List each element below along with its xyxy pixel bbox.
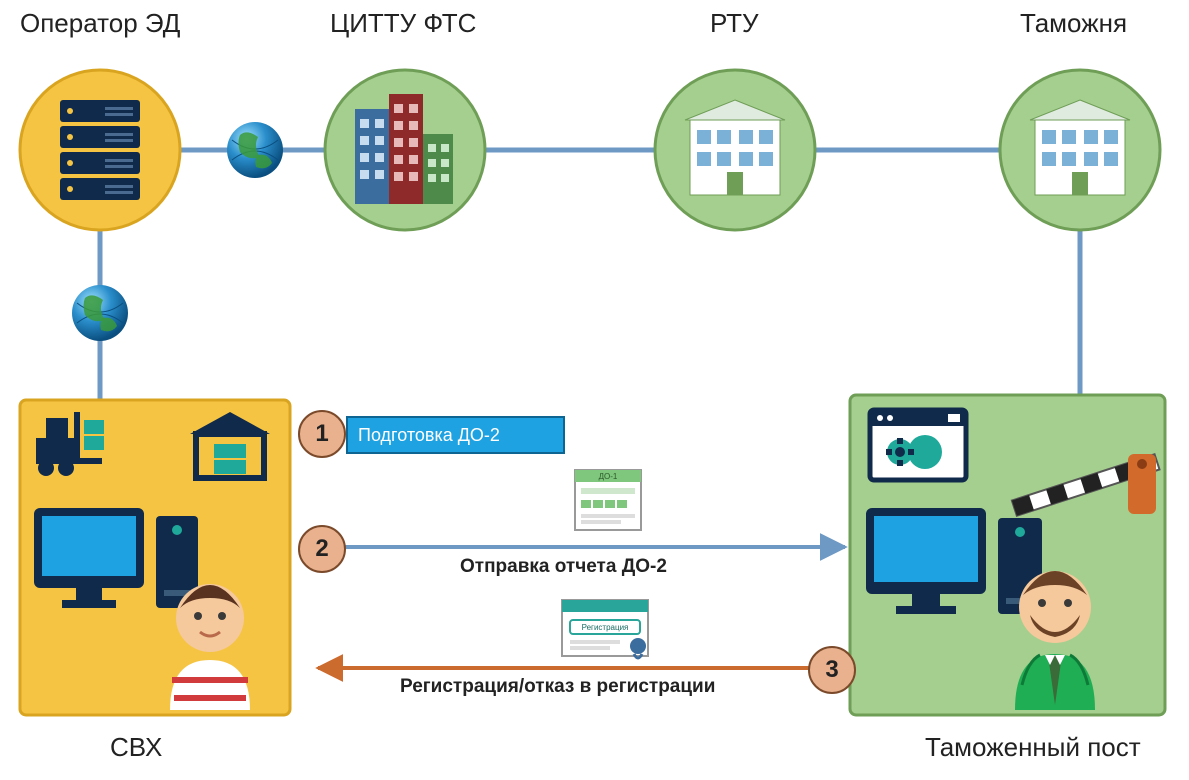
forklift-icon (36, 412, 104, 476)
svg-text:Регистрация: Регистрация (582, 623, 629, 632)
step-1-box-label: Подготовка ДО-2 (358, 425, 500, 446)
post-contents (866, 410, 1159, 710)
node-operator (20, 70, 180, 230)
step-2-badge: 2 (298, 525, 346, 573)
document-do1-icon: ДО-1 (575, 470, 641, 530)
panel-svh (20, 400, 290, 715)
flow-label-send: Отправка отчета ДО-2 (460, 556, 667, 578)
institution-icon-customs (1030, 100, 1130, 195)
globe-icon-2 (72, 285, 128, 341)
label-rtu: РТУ (710, 8, 759, 39)
step-3-badge: 3 (808, 646, 856, 694)
app-window-icon (870, 410, 966, 480)
office-building-icon (355, 94, 453, 204)
node-customs (1000, 70, 1160, 230)
globe-icon-1 (227, 122, 283, 178)
label-operator: Оператор ЭД (20, 8, 180, 39)
user-icon (170, 584, 250, 714)
svg-text:ДО-1: ДО-1 (599, 472, 618, 481)
panel-post (850, 395, 1165, 715)
document-registration-icon: Регистрация (562, 600, 648, 658)
label-svh: СВХ (110, 732, 162, 763)
officer-icon (1015, 571, 1095, 710)
label-post: Таможенный пост (925, 732, 1141, 763)
warehouse-icon (190, 412, 270, 478)
svh-contents (34, 412, 270, 714)
node-cittu (325, 70, 485, 230)
diagram-stage: ДО-1 Регистрация (0, 0, 1189, 780)
workstation-icon-post (866, 508, 1042, 614)
institution-icon-rtu (685, 100, 785, 195)
diagram-svg: ДО-1 Регистрация (0, 0, 1189, 780)
servers-icon (60, 100, 140, 200)
workstation-icon (34, 508, 198, 608)
node-rtu (655, 70, 815, 230)
step-1-box: Подготовка ДО-2 (346, 416, 565, 454)
step-1-badge: 1 (298, 410, 346, 458)
barrier-icon (1012, 454, 1160, 516)
label-customs: Таможня (1020, 8, 1127, 39)
flow-label-response: Регистрация/отказ в регистрации (400, 676, 715, 698)
label-cittu: ЦИТТУ ФТС (330, 8, 476, 39)
